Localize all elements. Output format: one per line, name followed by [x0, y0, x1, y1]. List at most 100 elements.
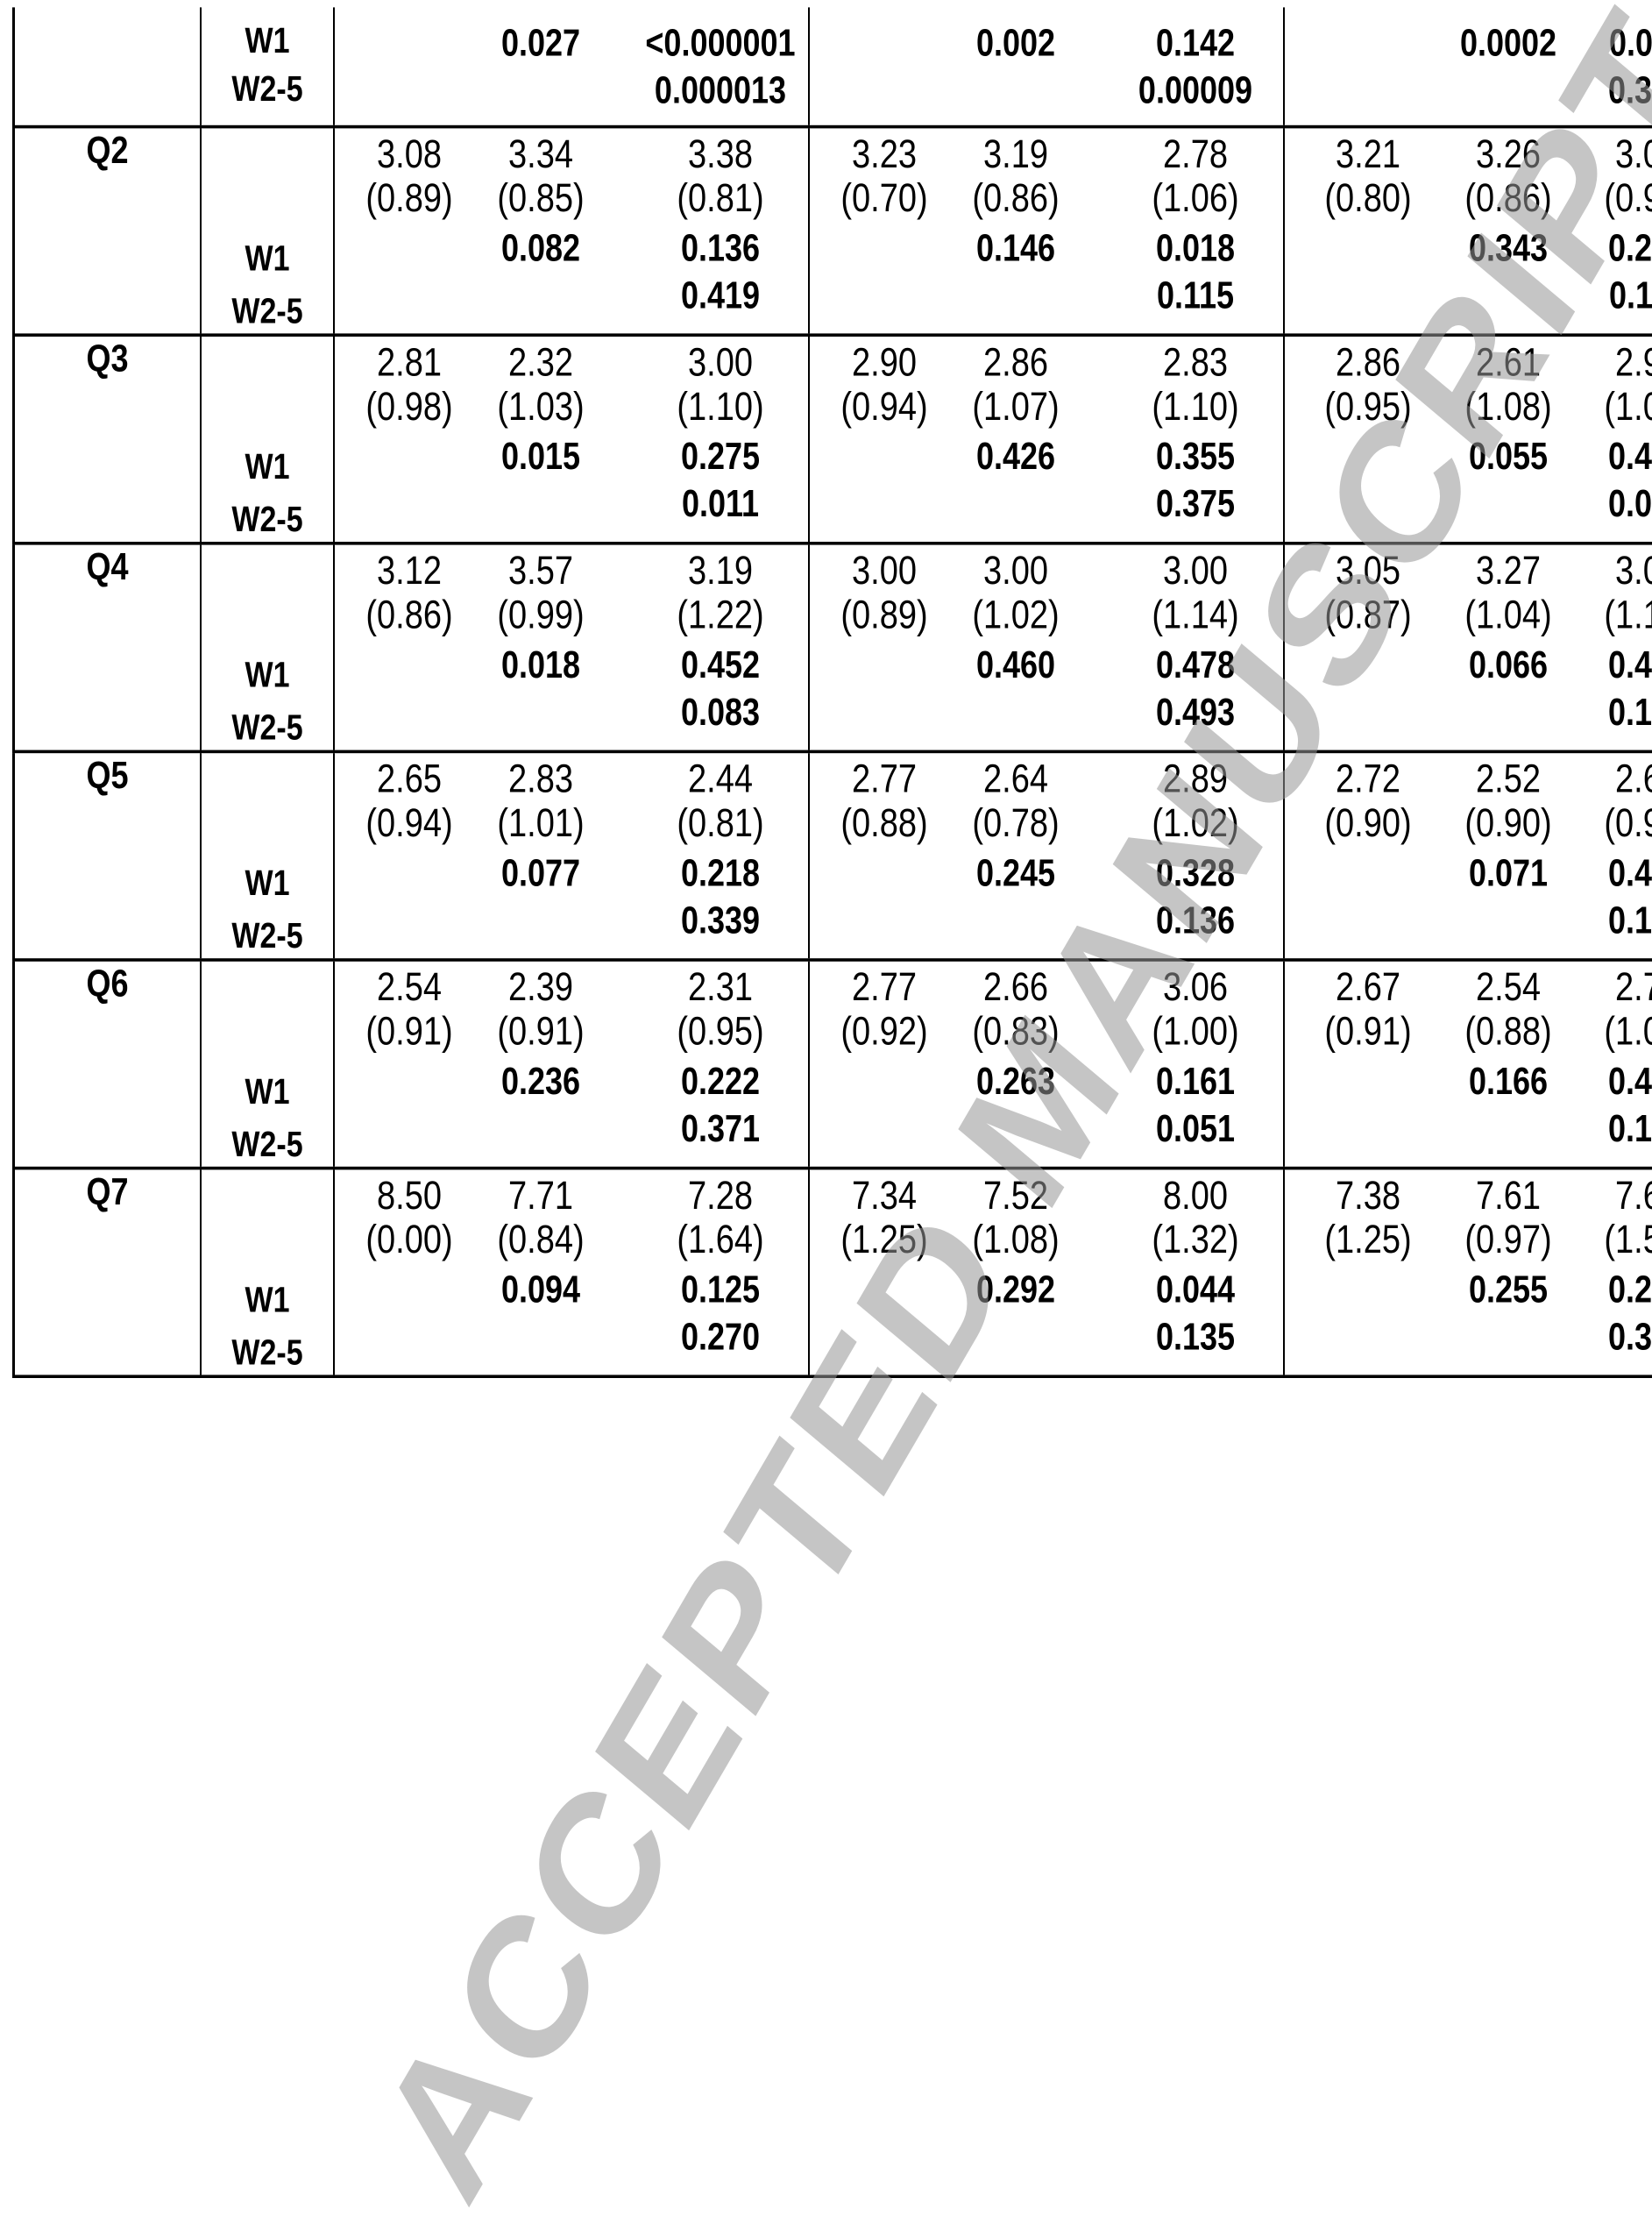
w2-5-p-value: 0.419 [615, 274, 826, 316]
p-value-2: 0.426 [941, 436, 1090, 478]
w2-5-p-row: 0.110 [1285, 274, 1652, 316]
question-label: Q6 [14, 960, 202, 1169]
mean-value-2: 3.57 [466, 549, 615, 593]
w2-5-p-value: 0.270 [615, 1316, 826, 1358]
p-value-3: 0.443 [1583, 436, 1652, 478]
mean-value-3: 2.44 [615, 757, 826, 801]
mean-value-2: 2.39 [466, 966, 615, 1010]
p-value-3: 0.406 [1583, 1061, 1652, 1103]
w2-5-p-value: 0.376 [1583, 69, 1652, 111]
sd-row: (0.94)(1.01)(0.81) [335, 801, 826, 845]
sd-row: (0.98)(1.03)(1.10) [335, 385, 826, 429]
p-value-3: 0.222 [615, 1061, 826, 1103]
sd-value-2: (0.99) [466, 593, 615, 637]
mean-value-2: 2.64 [941, 757, 1090, 801]
p-value-2: 0.146 [941, 227, 1090, 269]
sd-value-1: (0.86) [352, 593, 466, 637]
sd-value-1: (0.91) [1302, 1010, 1434, 1054]
sd-row: (0.94)(1.07)(1.10) [810, 385, 1301, 429]
w2-5-p-row: 0.170 [1285, 691, 1652, 733]
mean-value-3: 7.66 [1583, 1174, 1652, 1218]
sd-value-1: (0.98) [352, 385, 466, 429]
w2-5-p-row: 0.371 [335, 1108, 826, 1150]
w2-5-p-row: 0.270 [335, 1316, 826, 1358]
sd-value-3: (0.81) [615, 801, 826, 845]
sd-value-1: (0.89) [352, 177, 466, 221]
sd-row: (0.00)(0.84)(1.64) [335, 1218, 826, 1262]
p-value-2: 0.002 [941, 22, 1090, 64]
mean-value-1: 2.81 [352, 341, 466, 385]
wave-label-w1: W1 [202, 545, 333, 697]
w2-5-p-row: 0.362 [1285, 1316, 1652, 1358]
p-value-2: 0.018 [466, 643, 615, 686]
sd-value-2: (0.85) [466, 177, 615, 221]
mean-row: 2.722.522.68 [1285, 757, 1652, 801]
p-value-3: 0.328 [1090, 852, 1301, 894]
w2-5-p-row: 0.419 [335, 274, 826, 316]
p-value-2: 0.255 [1434, 1268, 1583, 1311]
wave-label-w1: W1 [202, 337, 333, 488]
mean-row: 3.053.273.09 [1285, 549, 1652, 593]
p-value-2: 0.0002 [1434, 22, 1583, 64]
sd-row: (0.87)(1.04)(1.16) [1285, 593, 1652, 637]
wave-label-w2-5: W2-5 [202, 1113, 333, 1166]
p-value-2: 0.077 [466, 852, 615, 894]
p-value-2: 0.082 [466, 227, 615, 269]
mean-value-2: 2.61 [1434, 341, 1583, 385]
mean-value-1: 2.86 [1302, 341, 1434, 385]
sd-value-2: (1.08) [941, 1218, 1090, 1262]
p-value-3: 0.142 [1090, 22, 1301, 64]
sd-value-1: (0.91) [352, 1010, 466, 1054]
sd-value-1: (0.00) [352, 1218, 466, 1262]
mean-value-1: 2.65 [352, 757, 466, 801]
sd-value-3: (0.95) [615, 1010, 826, 1054]
sd-value-2: (0.83) [941, 1010, 1090, 1054]
w2-5-p-value: 0.115 [1090, 274, 1301, 316]
sd-value-3: (1.64) [615, 1218, 826, 1262]
sd-row: (0.86)(0.99)(1.22) [335, 593, 826, 637]
mean-row: 2.862.612.91 [1285, 341, 1652, 385]
mean-value-2: 3.26 [1434, 132, 1583, 176]
sd-row: (0.91)(0.91)(0.95) [335, 1010, 826, 1054]
sd-value-1: (0.88) [827, 801, 941, 845]
sd-value-2: (0.97) [1434, 1218, 1583, 1262]
mean-value-2: 7.61 [1434, 1174, 1583, 1218]
p-value-2: 0.460 [941, 643, 1090, 686]
mean-value-2: 7.52 [941, 1174, 1090, 1218]
sd-value-2: (1.04) [1434, 593, 1583, 637]
group-cell-3: 2.722.522.68(0.90)(0.90)(0.94)0.0710.415… [1284, 751, 1652, 960]
sd-value-2: (0.90) [1434, 801, 1583, 845]
w2-5-p-value: 0.110 [1583, 274, 1652, 316]
mean-value-2: 2.86 [941, 341, 1090, 385]
mean-value-3: 2.68 [1583, 757, 1652, 801]
mean-value-1: 3.05 [1302, 549, 1434, 593]
mean-value-2: 7.71 [466, 1174, 615, 1218]
sd-value-2: (1.02) [941, 593, 1090, 637]
sd-value-3: (0.94) [1583, 801, 1652, 845]
mean-value-3: 2.91 [1583, 341, 1652, 385]
p-value-2: 0.071 [1434, 852, 1583, 894]
wave-label-w1: W1 [202, 1169, 333, 1321]
